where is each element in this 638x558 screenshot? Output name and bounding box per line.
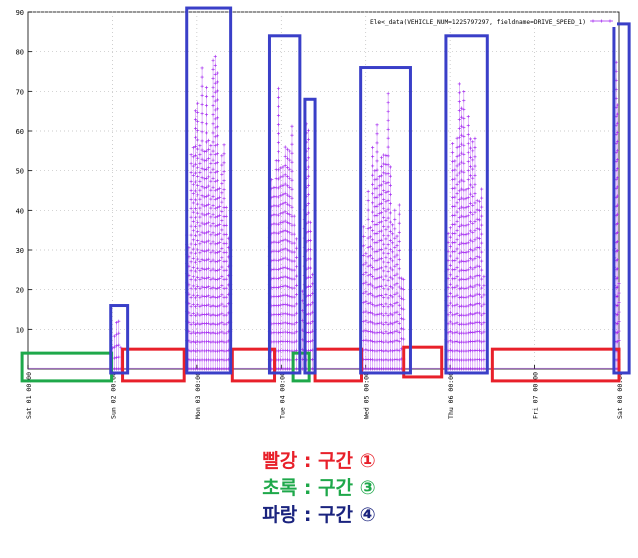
y-tick-label: 50: [16, 168, 24, 176]
x-tick-label: Mon 03 00:00: [194, 372, 202, 419]
y-tick-label: 80: [16, 49, 24, 57]
x-tick-label: Tue 04 00:00: [278, 372, 286, 419]
x-tick-label: Thu 06 00:00: [447, 372, 455, 419]
series-legend-label: Ele<_data(VEHICLE_NUM=1225797297, fieldn…: [370, 19, 586, 26]
x-tick-label: Wed 05 00:00: [363, 372, 371, 419]
legend-green: 초록 : 구간 ③: [0, 475, 638, 502]
y-tick-label: 10: [16, 326, 24, 334]
y-tick-label: 60: [16, 128, 24, 136]
y-tick-label: 90: [16, 9, 24, 17]
plot-area: [28, 12, 619, 369]
x-tick-label: Sat 01 00:00: [25, 372, 33, 419]
x-tick-label: Fri 07 00:00: [532, 372, 540, 419]
region-legend: 빨강 : 구간 ① 초록 : 구간 ③ 파랑 : 구간 ④: [0, 448, 638, 529]
y-tick-label: 70: [16, 88, 24, 96]
legend-blue: 파랑 : 구간 ④: [0, 502, 638, 529]
speed-chart: 102030405060708090Sat 01 00:00 Sun 02 00:…: [0, 0, 638, 420]
y-tick-label: 40: [16, 207, 24, 215]
y-tick-label: 30: [16, 247, 24, 255]
legend-red: 빨강 : 구간 ①: [0, 448, 638, 475]
y-tick-label: 20: [16, 287, 24, 295]
